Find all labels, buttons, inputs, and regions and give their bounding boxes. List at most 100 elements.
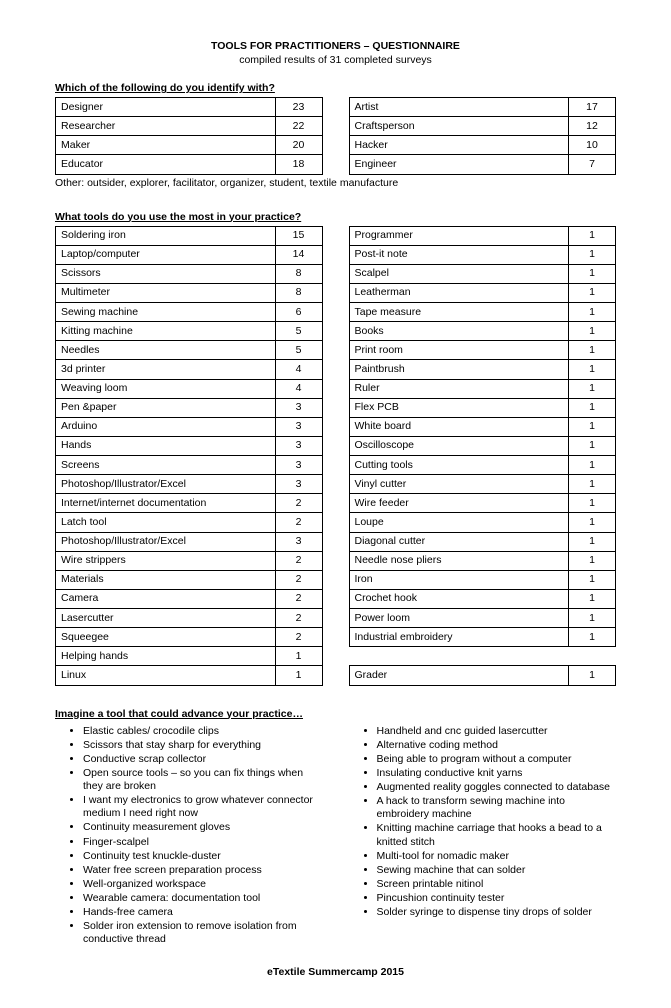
row-count: 18	[275, 155, 322, 174]
row-label: Soldering iron	[56, 226, 276, 245]
row-count: 3	[275, 436, 322, 455]
row-count: 10	[569, 136, 616, 155]
table-row: Flex PCB1	[349, 398, 616, 417]
table-row: Vinyl cutter1	[349, 475, 616, 494]
row-label: Post-it note	[349, 245, 569, 264]
list-item: Scissors that stay sharp for everything	[83, 739, 323, 752]
row-label: Grader	[349, 666, 569, 685]
list-item: Knitting machine carriage that hooks a b…	[377, 822, 617, 848]
list-item: Continuity test knuckle-duster	[83, 850, 323, 863]
list-item: Handheld and cnc guided lasercutter	[377, 725, 617, 738]
table-row: Needles5	[56, 341, 323, 360]
q1-other-note: Other: outsider, explorer, facilitator, …	[55, 177, 616, 189]
row-label: Pen &paper	[56, 398, 276, 417]
row-count: 1	[569, 322, 616, 341]
row-count: 1	[569, 379, 616, 398]
row-count: 2	[275, 609, 322, 628]
list-item: Finger-scalpel	[83, 836, 323, 849]
row-count: 1	[569, 589, 616, 608]
table-row: Engineer7	[349, 155, 616, 174]
row-label: Engineer	[349, 155, 569, 174]
row-count: 8	[275, 264, 322, 283]
list-item: Open source tools – so you can fix thing…	[83, 767, 323, 793]
table-row: Iron1	[349, 570, 616, 589]
row-label: Flex PCB	[349, 398, 569, 417]
list-item: Conductive scrap collector	[83, 753, 323, 766]
row-label: Print room	[349, 341, 569, 360]
table-row: Latch tool2	[56, 513, 323, 532]
table-row: Hacker10	[349, 136, 616, 155]
row-count: 5	[275, 322, 322, 341]
row-count: 1	[569, 609, 616, 628]
table-row: Pen &paper3	[56, 398, 323, 417]
row-count: 1	[569, 283, 616, 302]
table-row: Wire strippers2	[56, 551, 323, 570]
row-count: 2	[275, 628, 322, 647]
list-item: Screen printable nitinol	[377, 878, 617, 891]
row-count: 3	[275, 456, 322, 475]
row-count: 4	[275, 360, 322, 379]
table-row: Maker20	[56, 136, 323, 155]
row-label: Hacker	[349, 136, 569, 155]
row-label: Designer	[56, 98, 276, 117]
row-count: 2	[275, 589, 322, 608]
q2-table-right: Programmer1Post-it note1Scalpel1Leatherm…	[349, 226, 617, 686]
table-row: Industrial embroidery1	[349, 628, 616, 647]
row-count: 1	[569, 226, 616, 245]
row-label: Kitting machine	[56, 322, 276, 341]
row-count: 1	[569, 360, 616, 379]
row-label: Power loom	[349, 609, 569, 628]
list-item: Pincushion continuity tester	[377, 892, 617, 905]
row-count: 2	[275, 494, 322, 513]
row-label: Cutting tools	[349, 456, 569, 475]
row-count: 1	[569, 245, 616, 264]
row-count: 1	[569, 551, 616, 570]
table-row: Scalpel1	[349, 264, 616, 283]
table-row: Paintbrush1	[349, 360, 616, 379]
row-count: 1	[569, 303, 616, 322]
row-count: 3	[275, 398, 322, 417]
row-label: Lasercutter	[56, 609, 276, 628]
table-row: Weaving loom4	[56, 379, 323, 398]
table-row: Linux1	[56, 666, 323, 685]
row-count: 1	[569, 456, 616, 475]
list-item: Hands-free camera	[83, 906, 323, 919]
table-row: Arduino3	[56, 417, 323, 436]
row-count: 1	[569, 475, 616, 494]
row-label: Needle nose pliers	[349, 551, 569, 570]
row-label: Tape measure	[349, 303, 569, 322]
table-row: Multimeter8	[56, 283, 323, 302]
row-label: Photoshop/Illustrator/Excel	[56, 475, 276, 494]
row-label: Scissors	[56, 264, 276, 283]
list-item: Augmented reality goggles connected to d…	[377, 781, 617, 794]
row-label: Scalpel	[349, 264, 569, 283]
row-count: 4	[275, 379, 322, 398]
row-count: 1	[569, 417, 616, 436]
table-row: Photoshop/Illustrator/Excel3	[56, 475, 323, 494]
row-count: 7	[569, 155, 616, 174]
row-label: Industrial embroidery	[349, 628, 569, 647]
row-count: 14	[275, 245, 322, 264]
table-row: Books1	[349, 322, 616, 341]
row-count: 1	[569, 494, 616, 513]
row-count: 1	[569, 436, 616, 455]
table-row: Designer23	[56, 98, 323, 117]
row-label: Laptop/computer	[56, 245, 276, 264]
table-row: Tape measure1	[349, 303, 616, 322]
table-row: Leatherman1	[349, 283, 616, 302]
list-item: Sewing machine that can solder	[377, 864, 617, 877]
row-label: Weaving loom	[56, 379, 276, 398]
table-row: Camera2	[56, 589, 323, 608]
row-label: Wire strippers	[56, 551, 276, 570]
table-row: Kitting machine5	[56, 322, 323, 341]
row-count: 1	[569, 570, 616, 589]
row-count: 23	[275, 98, 322, 117]
table-row: Photoshop/Illustrator/Excel3	[56, 532, 323, 551]
table-row: Power loom1	[349, 609, 616, 628]
table-row: Sewing machine6	[56, 303, 323, 322]
row-label: Oscilloscope	[349, 436, 569, 455]
table-row: Helping hands1	[56, 647, 323, 666]
list-item: Well-organized workspace	[83, 878, 323, 891]
row-label: Needles	[56, 341, 276, 360]
table-row: Cutting tools1	[349, 456, 616, 475]
